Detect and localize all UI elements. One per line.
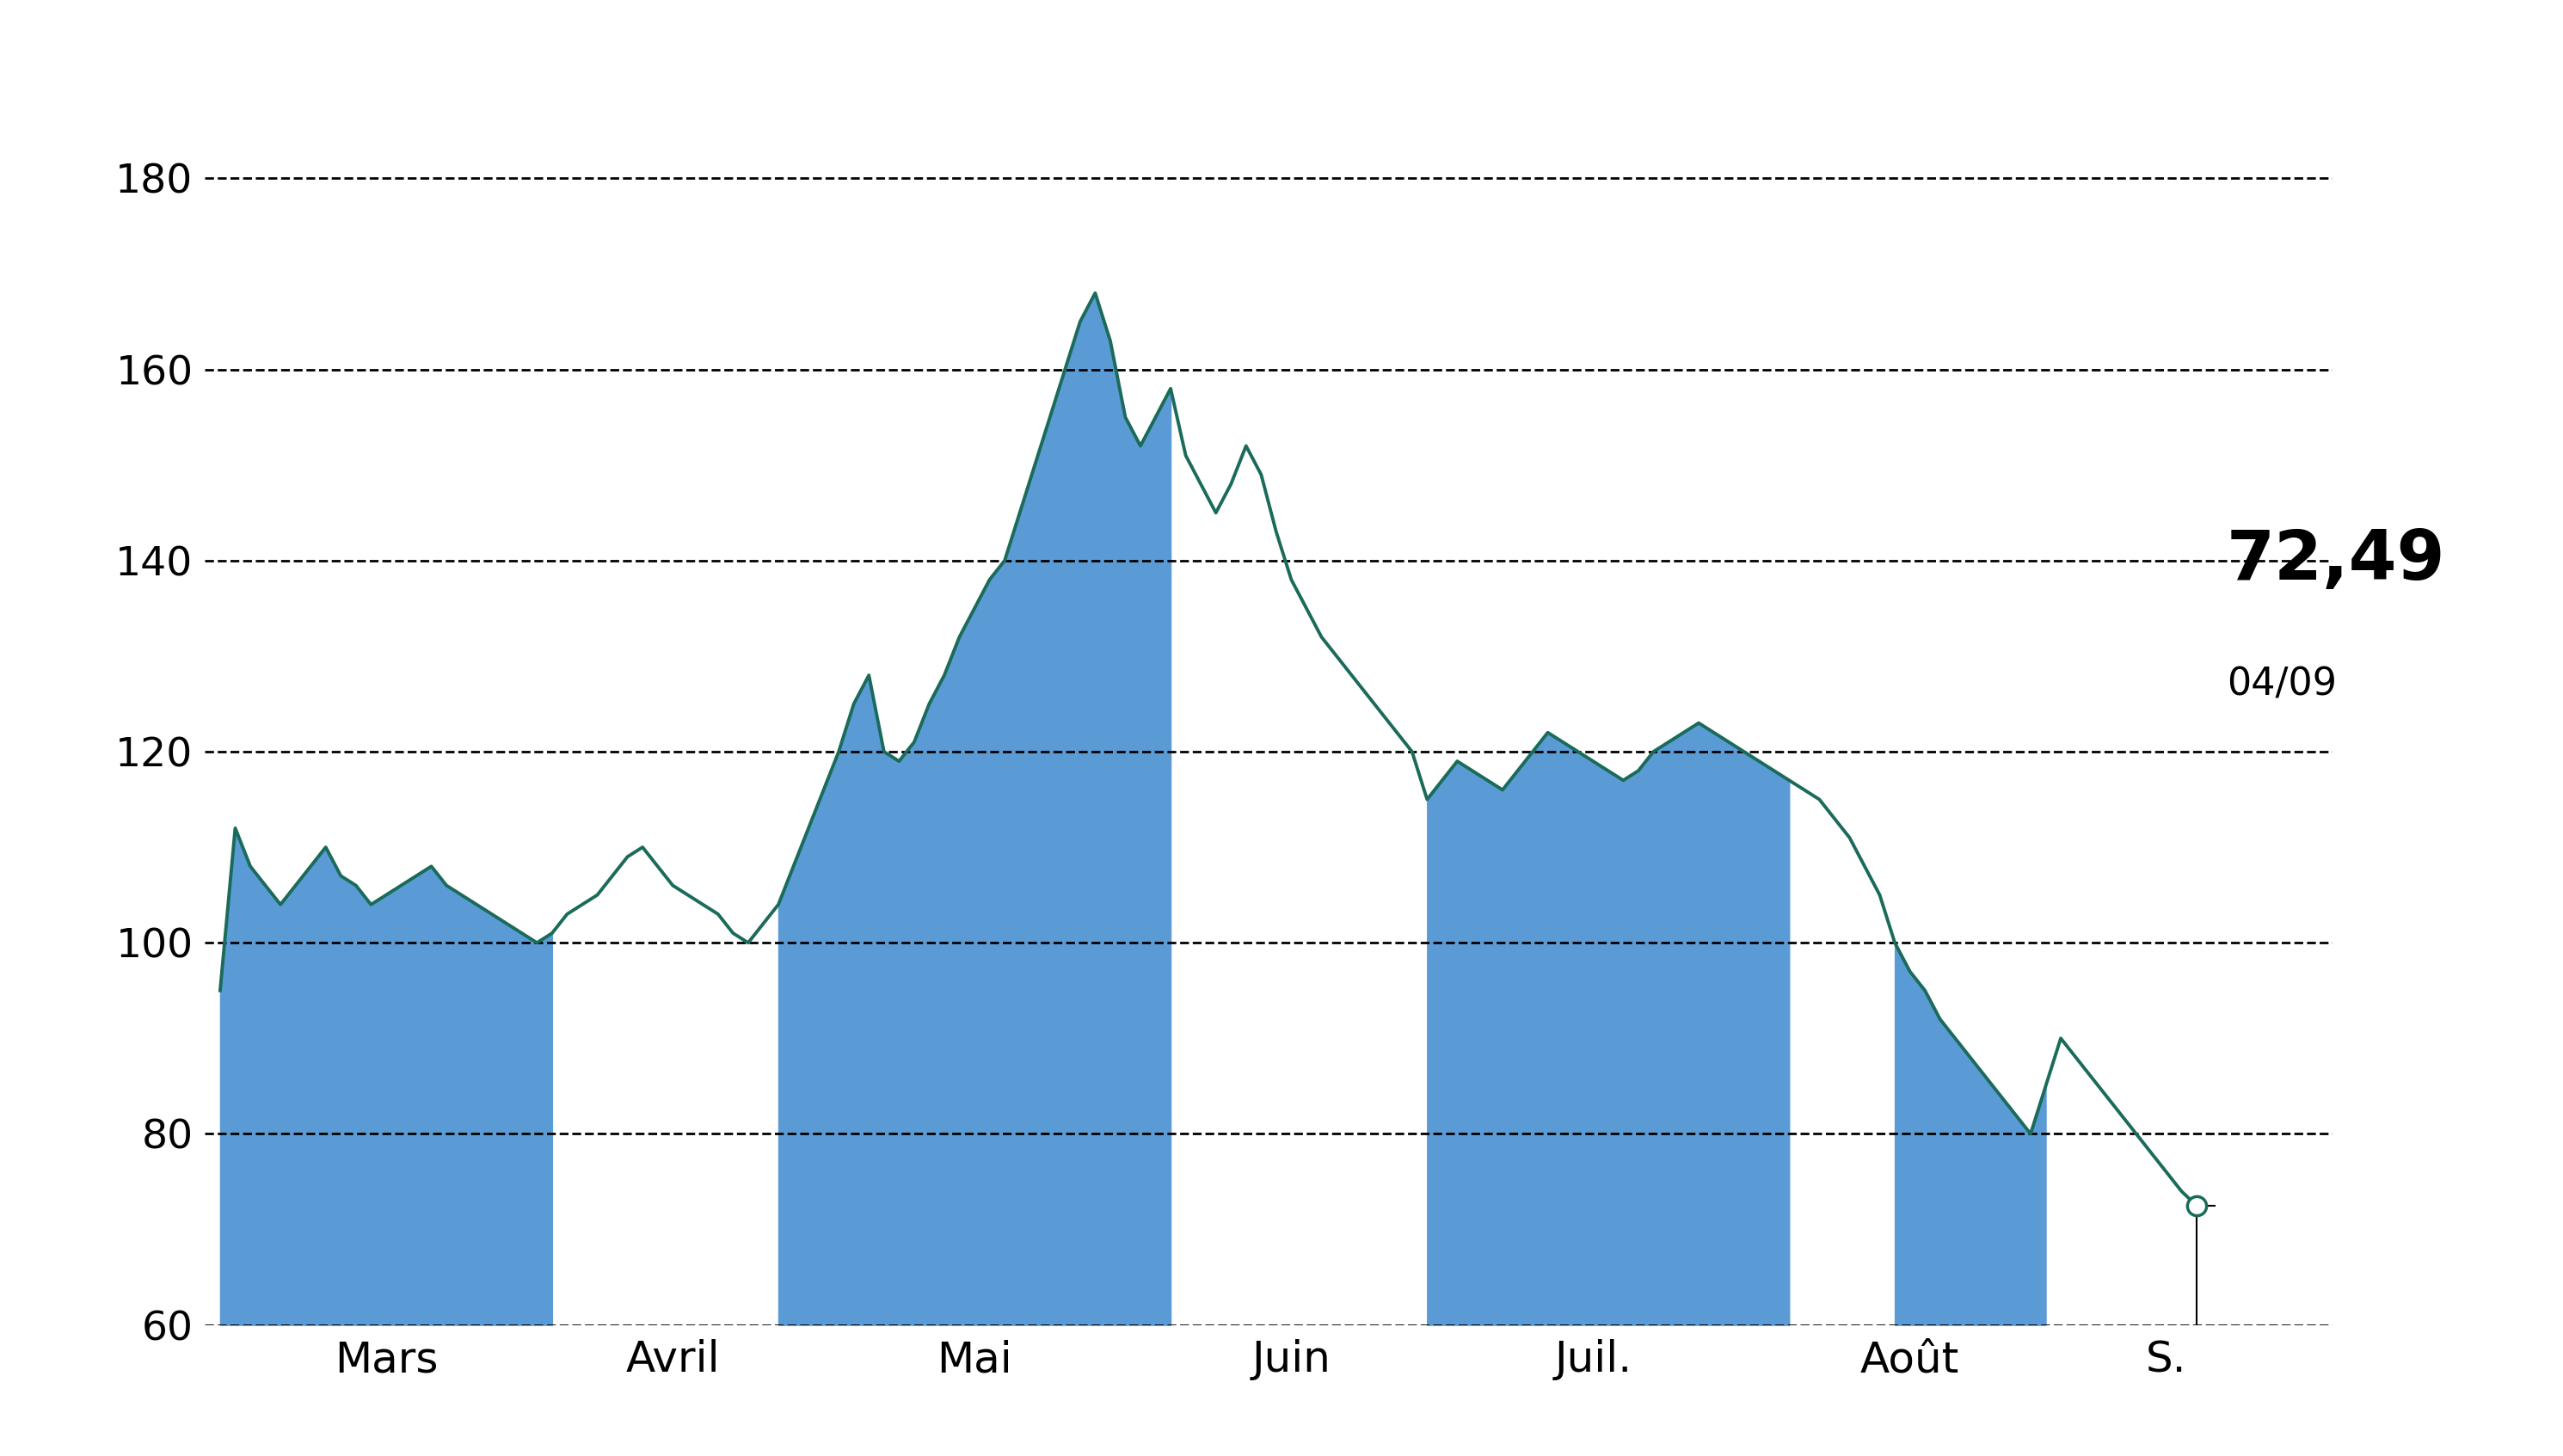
Text: 72,49: 72,49 (2227, 527, 2445, 594)
Text: 04/09: 04/09 (2227, 667, 2337, 703)
Text: Moderna, Inc.: Moderna, Inc. (966, 15, 1597, 95)
